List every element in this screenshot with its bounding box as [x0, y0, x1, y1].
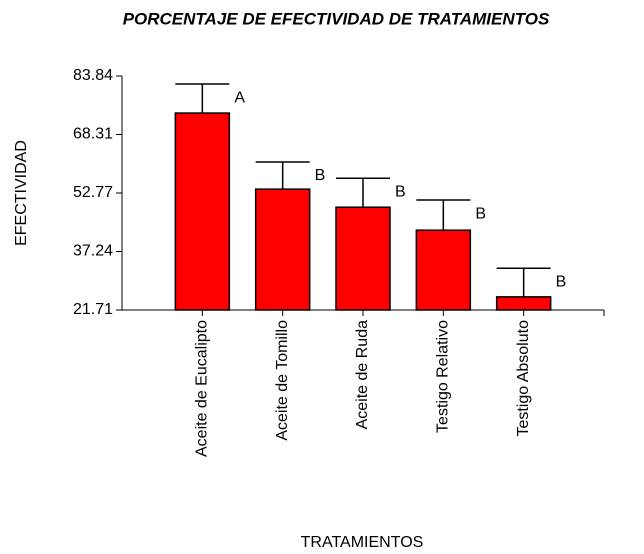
annotation: B — [395, 183, 406, 200]
annotation: B — [315, 167, 326, 184]
annotation: B — [556, 273, 567, 290]
annotation: A — [234, 89, 245, 106]
y-tick-label: 83.84 — [73, 67, 113, 84]
y-tick-label: 21.71 — [73, 301, 113, 318]
x-tick-label: Aceite de Eucalipto — [194, 320, 211, 457]
y-tick-label: 68.31 — [73, 126, 113, 143]
bar — [495, 296, 552, 311]
x-tick-label: Testigo Absoluto — [515, 320, 532, 437]
y-tick-label: 37.24 — [73, 243, 113, 260]
bar — [335, 206, 391, 311]
y-axis-label: EFECTIVIDAD — [13, 140, 30, 246]
x-tick-label: Testigo Relativo — [435, 320, 452, 433]
x-axis-label: TRATAMIENTOS — [301, 534, 424, 551]
x-tick-label: Aceite de Tomillo — [274, 320, 291, 441]
bar — [415, 229, 472, 311]
bar — [254, 188, 311, 311]
bar — [174, 112, 231, 311]
chart-title: PORCENTAJE DE EFECTIVIDAD DE TRATAMIENTO… — [123, 9, 550, 28]
x-tick-label: Aceite de Ruda — [354, 320, 371, 430]
annotation: B — [475, 205, 486, 222]
y-tick-label: 52.77 — [73, 184, 113, 201]
